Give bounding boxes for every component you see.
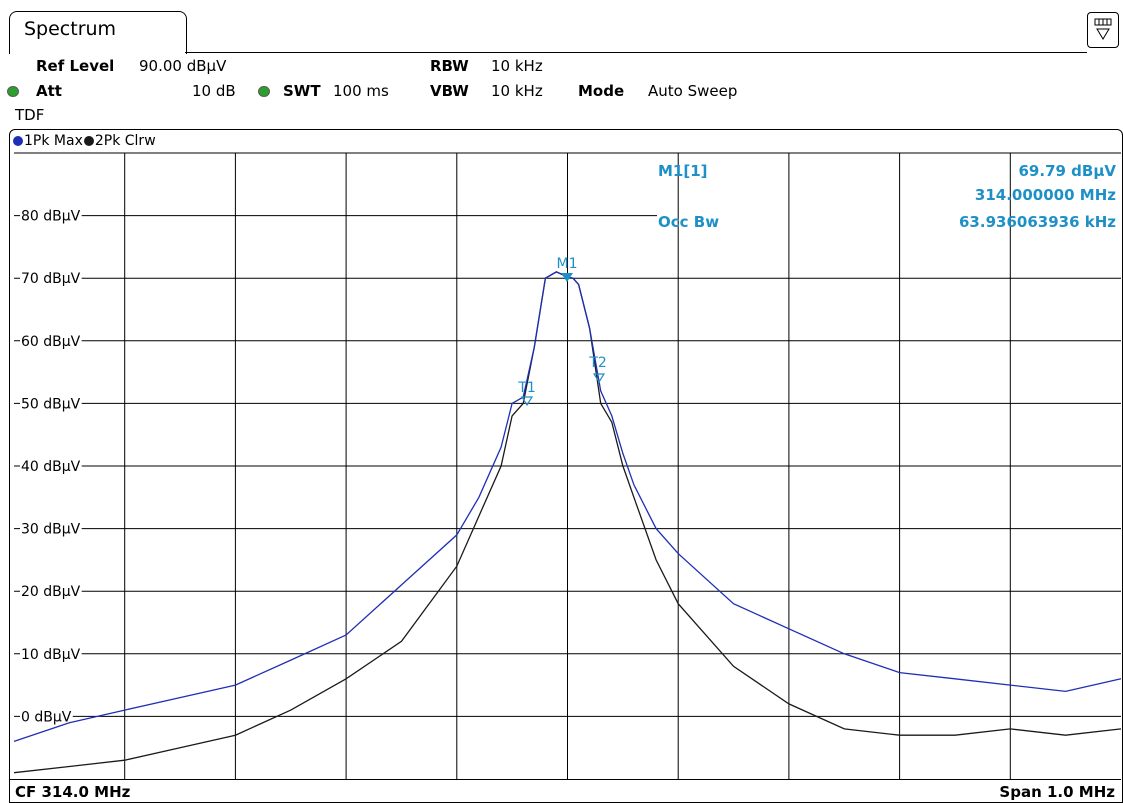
tab-spectrum-label: Spectrum — [24, 18, 117, 40]
rbw-label: RBW — [430, 57, 469, 75]
y-tick-label-background — [20, 646, 82, 663]
ref-level-value: 90.00 dBµV — [139, 57, 227, 75]
status-footer: CF 314.0 MHz Span 1.0 MHz — [9, 779, 1121, 802]
display-config-icon — [1094, 18, 1112, 40]
trace-1pk-max — [13, 271, 1122, 743]
m1-level-readout: 69.79 dBµV — [1019, 162, 1117, 180]
y-tick-label-background — [20, 459, 82, 475]
t2-marker-icon — [592, 373, 606, 384]
y-tick-label-background — [20, 584, 82, 601]
y-tick-label-background — [20, 271, 82, 288]
m1-readout-label: M1[1] — [658, 162, 708, 180]
tab-divider — [185, 52, 1087, 53]
att-status-icon — [7, 82, 19, 100]
rbw-value: 10 kHz — [491, 57, 543, 75]
tdf-label: TDF — [15, 106, 45, 124]
swt-status-icon — [258, 82, 270, 100]
y-tick-label: 20 dBµV — [21, 584, 81, 600]
center-frequency: CF 314.0 MHz — [15, 783, 131, 801]
occ-bw-value: 63.936063936 kHz — [959, 213, 1116, 231]
occ-bw-label: Occ Bw — [658, 213, 719, 231]
y-tick-label: 40 dBµV — [21, 459, 81, 475]
y-tick-label-background — [20, 396, 82, 413]
att-label: Att — [36, 82, 62, 100]
vbw-value: 10 kHz — [491, 82, 543, 100]
trace2-legend[interactable]: 2Pk Clrw — [94, 133, 156, 149]
mode-value: Auto Sweep — [648, 82, 738, 100]
swt-label: SWT — [283, 82, 321, 100]
y-tick-label: 50 dBµV — [21, 396, 81, 412]
tab-spectrum[interactable]: Spectrum — [9, 11, 187, 54]
ref-level-label: Ref Level — [36, 57, 115, 75]
y-tick-label: 70 dBµV — [21, 271, 81, 287]
trace-legend: 1Pk Max 2Pk Clrw — [13, 133, 156, 149]
mode-label: Mode — [578, 82, 625, 100]
t1-marker-icon — [520, 396, 534, 407]
m1-marker-icon — [561, 273, 573, 282]
t1-marker-tag: T1 — [517, 380, 535, 396]
vbw-label: VBW — [430, 82, 469, 100]
att-value: 10 dB — [192, 82, 236, 100]
display-config-button[interactable] — [1087, 12, 1119, 48]
settings-bar: Ref Level 90.00 dBµV Att 10 dB SWT 100 m… — [0, 53, 1123, 128]
y-tick-label: 10 dBµV — [21, 647, 81, 663]
y-tick-label: 0 dBµV — [21, 709, 72, 725]
m1-marker-tag: M1 — [557, 256, 578, 272]
trace2-color-icon — [83, 136, 94, 146]
y-tick-label-background — [20, 521, 82, 538]
span-value: Span 1.0 MHz — [999, 783, 1115, 801]
y-tick-label-background — [20, 208, 82, 225]
y-tick-label-background — [20, 709, 73, 726]
t2-marker-tag: T2 — [588, 355, 606, 371]
y-tick-label: 30 dBµV — [21, 522, 81, 538]
trace1-color-icon — [13, 136, 23, 146]
m1-frequency-readout: 314.000000 MHz — [975, 186, 1116, 204]
y-tick-label: 60 dBµV — [21, 334, 81, 350]
trace1-legend[interactable]: 1Pk Max — [24, 133, 83, 149]
y-tick-label: 80 dBµV — [21, 209, 81, 225]
y-tick-label-background — [20, 333, 82, 350]
swt-value: 100 ms — [333, 82, 389, 100]
